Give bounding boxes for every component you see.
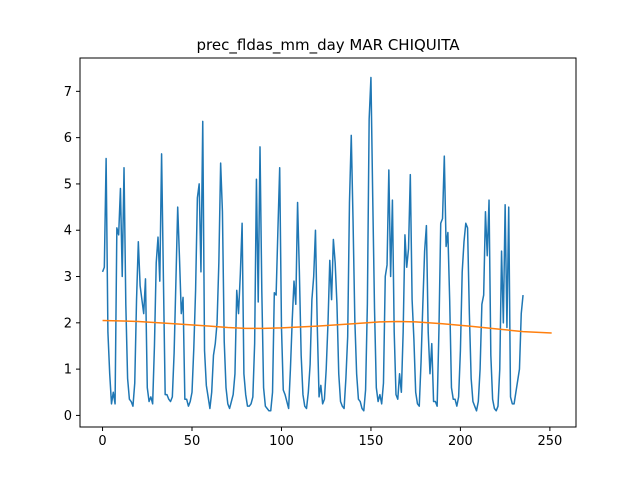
series-line-1 [101, 76, 524, 412]
x-tick-label: 200 [448, 434, 473, 449]
y-tick-label: 7 [64, 85, 72, 100]
series-line-2 [102, 319, 552, 334]
x-tick-label: 0 [98, 434, 106, 449]
x-tick-label: 250 [537, 434, 562, 449]
y-tick-label: 2 [64, 316, 72, 331]
x-tick-label: 50 [184, 434, 201, 449]
x-tick-label: 150 [359, 434, 384, 449]
x-tick-label: 100 [269, 434, 294, 449]
chart-title: prec_fldas_mm_day MAR CHIQUITA [197, 36, 461, 55]
series-layer [101, 76, 552, 412]
y-tick-label: 6 [64, 131, 72, 146]
y-tick-label: 5 [64, 177, 72, 192]
plot-frame [79, 57, 577, 428]
y-tick-label: 3 [64, 270, 72, 285]
y-tick-label: 4 [64, 224, 72, 239]
y-tick-label: 0 [64, 409, 72, 424]
axes-layer: 0 50 100 150 200 250 0 1 2 3 4 5 6 7 [64, 85, 563, 449]
y-tick-label: 1 [64, 363, 72, 378]
